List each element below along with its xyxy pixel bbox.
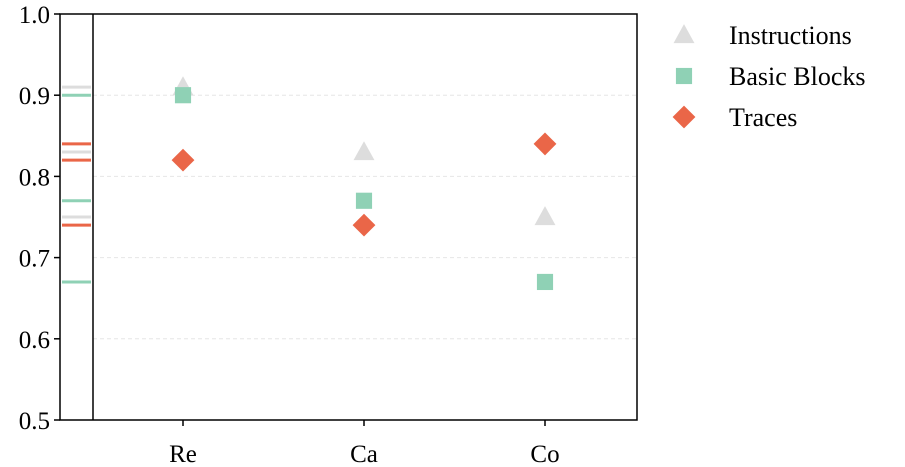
y-tick-label-0.8: 0.8 (19, 164, 50, 191)
legend-marker-instructions (673, 24, 695, 44)
axes (54, 13, 638, 426)
y-tick-label-0.7: 0.7 (19, 246, 50, 273)
legend: Instructions Basic Blocks Traces (672, 21, 866, 132)
point-instructions-Co (534, 206, 556, 226)
legend-label-basic-blocks: Basic Blocks (729, 62, 866, 91)
legend-marker-traces (672, 105, 696, 129)
point-traces-Ca (352, 213, 376, 237)
x-tick-label-Re: Re (169, 441, 197, 467)
point-traces-Re (171, 148, 195, 172)
legend-label-traces: Traces (729, 103, 797, 132)
tick-labels: 0.5 0.6 0.7 0.8 0.9 1.0 Re Ca Co (19, 2, 560, 467)
marginal-rug-strip (62, 85, 91, 284)
point-basic-blocks-Co (536, 273, 554, 291)
point-traces-Co (533, 132, 557, 156)
x-tick-label-Co: Co (530, 441, 559, 467)
y-tick-label-0.9: 0.9 (19, 83, 50, 110)
y-tick-label-0.5: 0.5 (19, 408, 50, 435)
point-instructions-Ca (353, 141, 375, 161)
x-tick-label-Ca: Ca (350, 441, 378, 467)
point-basic-blocks-Re (174, 87, 192, 104)
data-points (171, 76, 557, 291)
plot-frame (59, 13, 638, 421)
legend-marker-basic-blocks (675, 67, 693, 85)
legend-label-instructions: Instructions (729, 21, 852, 50)
y-tick-label-1.0: 1.0 (19, 2, 50, 29)
point-basic-blocks-Ca (355, 192, 373, 209)
y-tick-label-0.6: 0.6 (19, 327, 50, 354)
